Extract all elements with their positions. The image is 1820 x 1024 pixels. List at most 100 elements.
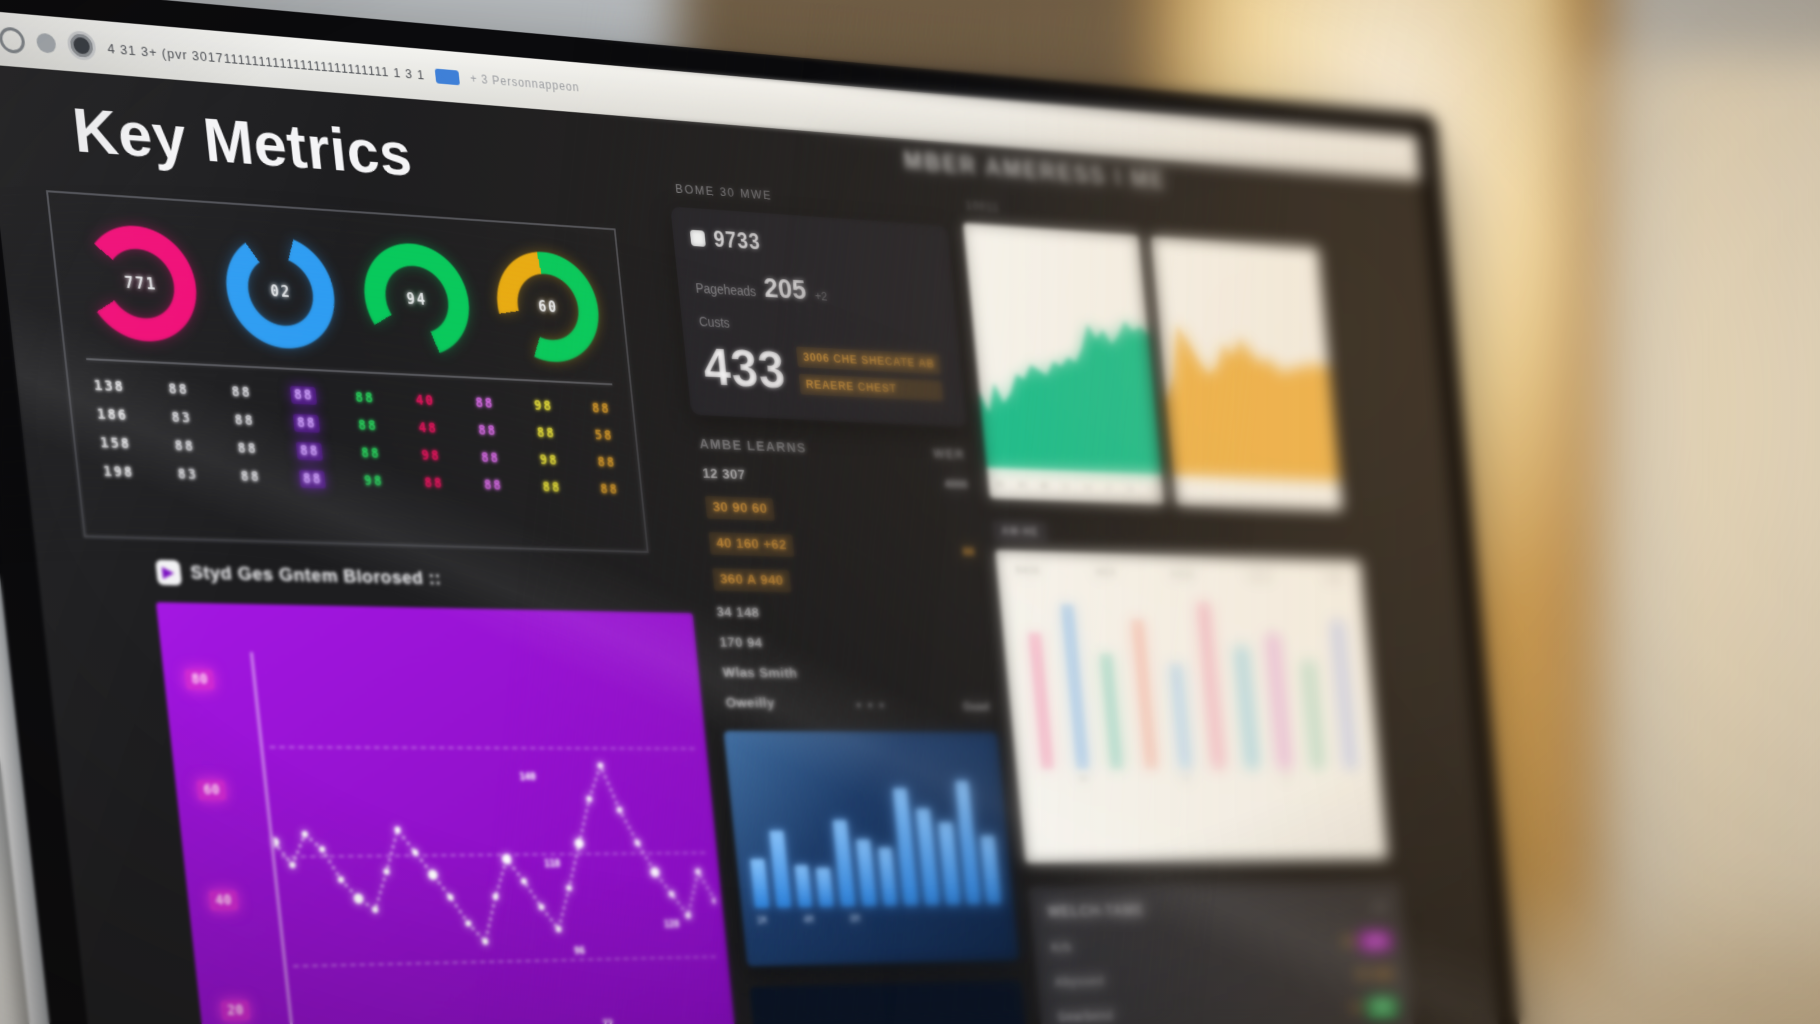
list-item-label: 12 307 [701, 465, 747, 484]
status-row[interactable]: Gearbend 16 RM [1057, 997, 1398, 1024]
url-suffix-text: + 3 Personnappeon [469, 71, 581, 95]
grid-number: 88 [293, 413, 321, 433]
green-area-chart-card: 02 05 08 11 14 17 20 23 [962, 222, 1165, 505]
big-metric-block: Custs 433 3006 CHE SHECATE AB REAERE CHE… [698, 314, 949, 408]
grid-number: 88 [236, 440, 259, 458]
dotted-line-chart [255, 660, 732, 1024]
grid-column: 88 88 88 88 [228, 383, 265, 487]
axis-tick: 14 [1082, 483, 1093, 494]
page-title: Key Metrics [69, 94, 416, 190]
ring-gauge: 02 [219, 229, 342, 353]
grid-number: 88 [357, 417, 379, 435]
chart-annotation: 72 [602, 1020, 614, 1024]
grid-number: 88 [233, 412, 256, 430]
list-item[interactable]: 12 307 4000 [702, 465, 969, 492]
chart-caption: Styd Ges Gntem Blorosed :: [189, 561, 443, 589]
blue-bars [741, 767, 1001, 908]
ring-value: 94 [405, 289, 428, 309]
highlight-line: REAERE CHEST [799, 373, 944, 402]
grid-column: 138 186 158 198 [90, 377, 138, 483]
purple-line-chart-panel: 806040200 140118967246128 03:4507:1213:2… [155, 602, 755, 1024]
grid-column: 88 83 88 83 [165, 380, 202, 484]
browser-back-icon[interactable] [0, 25, 27, 54]
status-row[interactable]: Abyssed 88 889 [1054, 967, 1394, 990]
bar [768, 830, 791, 908]
green-area-chart [971, 311, 1162, 475]
status-card-header: WELCH-TAME WE [1047, 897, 1388, 921]
bar [1100, 653, 1124, 769]
bar [877, 847, 898, 906]
legend-dot-icon [879, 702, 884, 708]
grid-number: 88 [474, 395, 496, 412]
laptop-screen: 4 31 3+ (pvr 301711111111111111111111111… [0, 0, 1546, 1024]
grid-number: 88 [477, 422, 498, 440]
ring-value: 771 [123, 273, 158, 294]
big-metric-value: 433 [700, 335, 789, 400]
grid-column: 88 88 88 88 [290, 385, 327, 489]
grid-number: 88 [480, 450, 501, 467]
chart-annotation: 118 [543, 859, 562, 871]
legend-dot-icon [856, 702, 861, 707]
chart-flag-icon [155, 559, 183, 586]
grid-number: 48 [417, 420, 439, 437]
bar [954, 780, 981, 905]
activity-rows: 12 307 4000 30 90 60 40 160 +62 88 360 A 940 3… [702, 465, 991, 714]
grid-number: 88 [354, 389, 376, 407]
grid-number: 138 [93, 377, 126, 396]
orange-area-chart [1159, 322, 1340, 482]
grid-number: 98 [538, 452, 560, 469]
bookmark-chip-icon[interactable] [434, 68, 461, 85]
bar-label [1351, 775, 1352, 785]
bar-item: 92 [1163, 594, 1193, 785]
bar [938, 822, 960, 905]
grid-number: 88 [239, 468, 262, 486]
status-row[interactable]: Krb 98 140 [1050, 932, 1391, 957]
bar-label [1253, 775, 1254, 785]
chart-annotation: 140 [519, 772, 537, 783]
url-text[interactable]: 4 31 3+ (pvr 301711111111111111111111111… [106, 40, 426, 82]
list-item[interactable]: 30 90 60 [704, 495, 972, 527]
status-pre-value: 16 [1350, 1001, 1362, 1014]
axis-tick: 20 [1125, 485, 1135, 495]
column-header-label: REDE [1247, 571, 1274, 583]
grid-number: 88 [536, 425, 557, 442]
y-axis-tick: 40 [208, 890, 239, 911]
activity-header-label: AMBE LEARNS [698, 435, 808, 457]
bar [1234, 646, 1259, 770]
list-item[interactable]: 34 148 [716, 604, 982, 626]
legend-dot-icon [867, 702, 873, 708]
list-item[interactable]: 170 94 [719, 634, 985, 655]
browser-reload-icon[interactable] [66, 30, 98, 62]
bar [855, 839, 877, 907]
grid-number: 158 [99, 435, 133, 453]
bar [1330, 619, 1357, 770]
grid-number: 88 [290, 385, 318, 405]
grid-number: 98 [533, 397, 554, 415]
bar-item: 76 [1263, 596, 1293, 785]
grid-number: 88 [167, 381, 190, 399]
grid-number: 88 [230, 384, 253, 402]
list-item[interactable]: Oweilly Guad [725, 695, 990, 714]
status-list-card: WELCH-TAME WE Krb 98 140 Abyssed 88 889 Gearbe… [1027, 881, 1418, 1024]
ring-gauge: 771 [77, 220, 204, 346]
list-item[interactable]: 360 A 940 [712, 567, 979, 597]
y-axis-tick: 20 [220, 1000, 251, 1021]
chart-annotations: 140118967246128 [156, 602, 693, 1024]
status-chips: 16 RM [1350, 997, 1398, 1017]
axis-tick: 4M [803, 915, 815, 926]
ring-value: 60 [537, 297, 559, 317]
highlighted-notes: 3006 CHE SHECATE AB REAERE CHEST [796, 346, 944, 402]
big-metric-label: Custs [698, 313, 731, 331]
list-item[interactable]: 40 160 +62 88 [708, 531, 975, 562]
grid-number: 198 [102, 463, 136, 482]
browser-forward-icon[interactable] [35, 32, 57, 54]
bar-item [1197, 595, 1227, 785]
list-item[interactable]: Wlas Smith [722, 665, 988, 685]
bar [815, 867, 834, 907]
column-header-label: BASE [1015, 564, 1042, 577]
green-dot-columns [769, 1018, 1026, 1024]
green-area-ticks: 02 05 08 11 14 17 20 23 [996, 480, 1156, 495]
column-header-label: WHE [1324, 573, 1346, 585]
grid-column: 98 88 98 88 [531, 397, 565, 497]
bar [794, 864, 813, 908]
